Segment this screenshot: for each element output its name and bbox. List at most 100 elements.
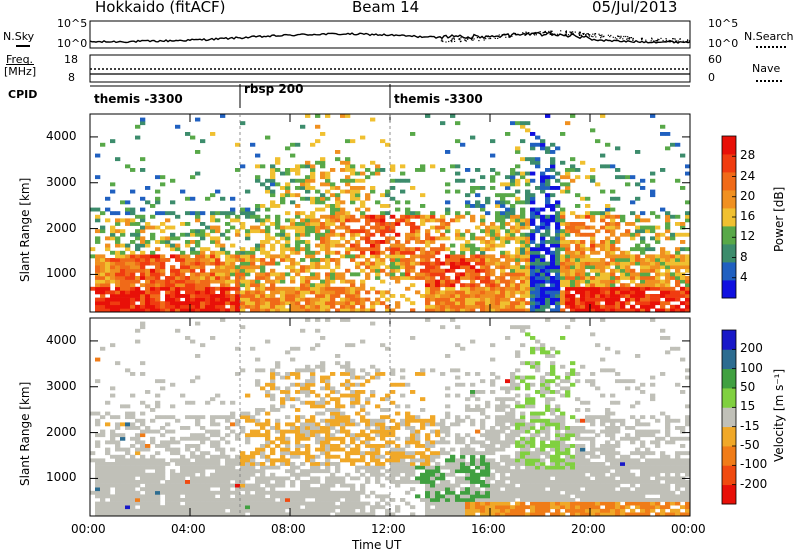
freq-panel (89, 54, 691, 83)
velocity-cell (300, 469, 306, 474)
velocity-cell (460, 462, 466, 466)
power-cell (375, 258, 381, 262)
power-cell (180, 261, 186, 266)
power-cell (680, 276, 686, 280)
power-cell (285, 171, 291, 176)
velocity-cell (255, 422, 261, 427)
power-cell (645, 265, 651, 270)
velocity-cell (245, 415, 251, 420)
power-cell (685, 283, 691, 288)
power-cell (140, 308, 146, 313)
power-cell (660, 258, 666, 262)
power-cell (365, 290, 371, 295)
velocity-cell (320, 490, 326, 495)
power-cell (630, 290, 636, 295)
power-cell (380, 240, 386, 244)
power-cell (530, 250, 536, 255)
power-cell (210, 279, 216, 284)
power-cell (325, 301, 331, 306)
velocity-cell (240, 501, 246, 506)
velocity-cell (220, 451, 226, 456)
power-cell (555, 283, 561, 288)
power-cell (410, 222, 416, 226)
power-cell (550, 243, 556, 248)
power-cell (375, 168, 381, 172)
velocity-cell (260, 433, 266, 438)
power-cell (610, 283, 616, 288)
power-cell (285, 146, 291, 151)
velocity-cell (115, 472, 121, 477)
power-cell (520, 304, 526, 309)
nsearch-dot (450, 40, 452, 42)
power-cell (345, 211, 351, 216)
power-cell (260, 182, 266, 187)
power-cell (550, 279, 556, 284)
velocity-cell (215, 465, 221, 470)
power-cell (180, 276, 186, 280)
power-cell (640, 268, 646, 273)
velocity-cell (470, 393, 476, 398)
power-cell (305, 189, 311, 194)
power-cell (545, 294, 551, 298)
velocity-cell (395, 404, 401, 409)
power-cell (665, 132, 671, 136)
velocity-cell (305, 483, 311, 488)
power-cell (335, 218, 341, 223)
power-cell (375, 268, 381, 273)
power-cell (575, 297, 581, 302)
power-cell (665, 297, 671, 302)
velocity-cell (115, 501, 121, 506)
power-cell (295, 286, 301, 291)
power-cell (345, 250, 351, 255)
velocity-cell (365, 379, 371, 384)
velocity-cell (145, 458, 151, 463)
power-cell (260, 240, 266, 244)
power-cell (505, 261, 511, 266)
power-cell (580, 265, 586, 270)
velocity-cell (145, 462, 151, 466)
nave-tick-bottom: 0 (708, 71, 715, 84)
power-cell (540, 254, 546, 259)
velocity-cell (315, 505, 321, 510)
velocity-cell (205, 512, 211, 517)
velocity-cell (125, 422, 131, 427)
power-cell (145, 301, 151, 306)
velocity-cell (250, 458, 256, 463)
power-cell (130, 222, 136, 226)
power-cell (295, 250, 301, 255)
power-cell (140, 272, 146, 277)
power-cell (270, 258, 276, 262)
power-cell (310, 308, 316, 313)
power-cell (450, 297, 456, 302)
velocity-cell (355, 444, 361, 448)
power-cell (300, 225, 306, 230)
velocity-cell (475, 390, 481, 394)
power-cell (460, 254, 466, 259)
velocity-cell (370, 490, 376, 495)
power-cell (565, 240, 571, 244)
power-cell (300, 178, 306, 183)
velocity-cell (145, 505, 151, 510)
velocity-cell (490, 472, 496, 477)
velocity-cell (260, 469, 266, 474)
velocity-cell (180, 508, 186, 513)
power-cell (650, 301, 656, 306)
power-cell (455, 121, 461, 126)
power-cell (630, 297, 636, 302)
power-cell (300, 286, 306, 291)
nsearch-dot (478, 40, 480, 42)
power-cell (570, 261, 576, 266)
velocity-cell (405, 422, 411, 427)
power-cell (195, 240, 201, 244)
power-cell (110, 279, 116, 284)
power-cell (365, 207, 371, 212)
power-cell (125, 258, 131, 262)
velocity-cell (225, 454, 231, 459)
velocity-cell (335, 444, 341, 448)
power-cell (240, 250, 246, 255)
power-cell (340, 178, 346, 183)
power-cell (305, 247, 311, 252)
power-cell (130, 297, 136, 302)
power-cell (420, 258, 426, 262)
velocity-cell (225, 462, 231, 466)
